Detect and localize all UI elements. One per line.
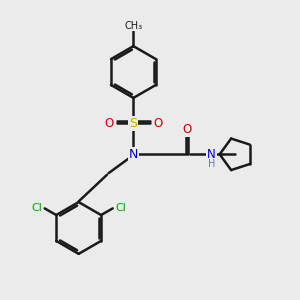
Text: H: H	[208, 159, 215, 169]
Text: Cl: Cl	[32, 203, 42, 213]
Text: S: S	[129, 117, 137, 130]
Text: Cl: Cl	[115, 203, 126, 213]
Text: CH₃: CH₃	[124, 21, 142, 31]
Text: O: O	[153, 117, 163, 130]
Text: O: O	[182, 123, 191, 136]
Text: N: N	[207, 148, 216, 161]
Text: N: N	[129, 148, 138, 161]
Text: O: O	[104, 117, 113, 130]
